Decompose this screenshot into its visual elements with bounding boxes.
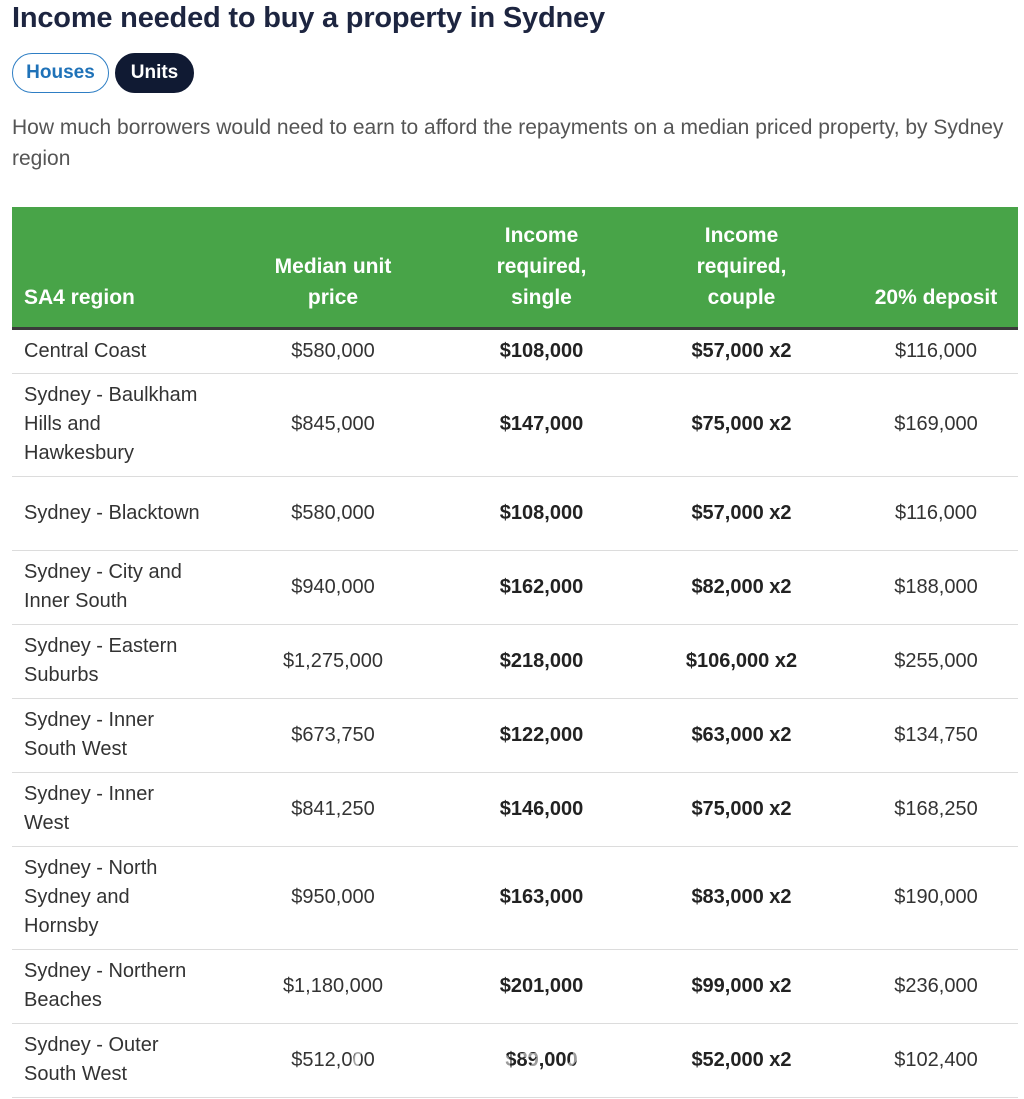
income-table: SA4 region Median unit price Income requ… xyxy=(12,207,1018,1098)
region-cell: Sydney - Outer South West xyxy=(12,1023,212,1098)
income-couple-cell: $99,000 x2 xyxy=(629,949,854,1024)
column-header-region: SA4 region xyxy=(12,207,212,330)
table-row: Central Coast $580,000 $108,000 $57,000 x2 $… xyxy=(12,328,1018,374)
income-couple-cell: $83,000 x2 xyxy=(629,846,854,950)
region-cell: Sydney - Inner South West xyxy=(12,698,212,773)
region-cell: Sydney - Northern Beaches xyxy=(12,949,212,1024)
region-cell: Sydney - City and Inner South xyxy=(12,550,212,625)
table-header-row: SA4 region Median unit price Income requ… xyxy=(12,207,1018,330)
deposit-cell: $168,250 xyxy=(854,772,1018,847)
income-single-cell: $147,000 xyxy=(454,373,629,477)
column-header-median-price: Median unit price xyxy=(212,207,454,330)
income-couple-cell: $75,000 x2 xyxy=(629,373,854,477)
table-row: Sydney - Inner West $841,250 $146,000 $75,0… xyxy=(12,772,1018,847)
income-single-cell: $108,000 xyxy=(454,328,629,374)
houses-tab[interactable]: Houses xyxy=(12,53,109,93)
income-couple-cell: $63,000 x2 xyxy=(629,698,854,773)
table-row: Sydney - Eastern Suburbs $1,275,000 $218,0… xyxy=(12,624,1018,699)
deposit-cell: $102,400 xyxy=(854,1023,1018,1098)
column-header-income-single: Income required, single xyxy=(454,207,629,330)
median-price-cell: $841,250 xyxy=(212,772,454,847)
deposit-cell: $116,000 xyxy=(854,476,1018,551)
deposit-cell: $116,000 xyxy=(854,328,1018,374)
income-single-cell: $89,000 xyxy=(454,1023,629,1098)
income-single-cell: $108,000 xyxy=(454,476,629,551)
deposit-cell: $134,750 xyxy=(854,698,1018,773)
income-couple-cell: $57,000 x2 xyxy=(629,328,854,374)
income-single-cell: $162,000 xyxy=(454,550,629,625)
table-row: Sydney - Baulkham Hills and Hawkesbury $8… xyxy=(12,373,1018,477)
income-single-cell: $218,000 xyxy=(454,624,629,699)
table-row: Sydney - City and Inner South $940,000 $16… xyxy=(12,550,1018,625)
income-couple-cell: $82,000 x2 xyxy=(629,550,854,625)
subtitle: How much borrowers would need to earn to… xyxy=(12,116,1004,170)
column-header-deposit: 20% deposit xyxy=(854,207,1018,330)
table-row: Sydney - North Sydney and Hornsby $950,00… xyxy=(12,846,1018,950)
income-couple-cell: $106,000 x2 xyxy=(629,624,854,699)
region-cell: Sydney - Inner West xyxy=(12,772,212,847)
income-single-cell: $122,000 xyxy=(454,698,629,773)
median-price-cell: $1,180,000 xyxy=(212,949,454,1024)
deposit-cell: $188,000 xyxy=(854,550,1018,625)
income-single-cell: $163,000 xyxy=(454,846,629,950)
column-header-income-couple: Income required, couple xyxy=(629,207,854,330)
median-price-cell: $940,000 xyxy=(212,550,454,625)
deposit-cell: $169,000 xyxy=(854,373,1018,477)
median-price-cell: $845,000 xyxy=(212,373,454,477)
region-cell: Sydney - North Sydney and Hornsby xyxy=(12,846,212,950)
income-couple-cell: $57,000 x2 xyxy=(629,476,854,551)
region-cell: Sydney - Eastern Suburbs xyxy=(12,624,212,699)
region-cell: Sydney - Baulkham Hills and Hawkesbury xyxy=(12,373,212,477)
median-price-cell: $673,750 xyxy=(212,698,454,773)
units-tab[interactable]: Units xyxy=(115,53,194,93)
income-couple-cell: $52,000 x2 xyxy=(629,1023,854,1098)
region-cell: Sydney - Blacktown xyxy=(12,476,212,551)
table-row: Sydney - Northern Beaches $1,180,000 $201,… xyxy=(12,949,1018,1024)
median-price-cell: $512,000 xyxy=(212,1023,454,1098)
table-row: Sydney - Blacktown $580,000 $108,000 $57,00… xyxy=(12,476,1018,551)
income-single-cell: $146,000 xyxy=(454,772,629,847)
deposit-cell: $236,000 xyxy=(854,949,1018,1024)
median-price-cell: $580,000 xyxy=(212,476,454,551)
income-couple-cell: $75,000 x2 xyxy=(629,772,854,847)
median-price-cell: $580,000 xyxy=(212,328,454,374)
deposit-cell: $255,000 xyxy=(854,624,1018,699)
table-row: Sydney - Inner South West $673,750 $122,00… xyxy=(12,698,1018,773)
page-title: Income needed to buy a property in Sydne… xyxy=(12,2,605,34)
median-price-cell: $1,275,000 xyxy=(212,624,454,699)
income-single-cell: $201,000 xyxy=(454,949,629,1024)
deposit-cell: $190,000 xyxy=(854,846,1018,950)
table-row: Sydney - Outer South West $512,000 $89,000… xyxy=(12,1023,1018,1098)
median-price-cell: $950,000 xyxy=(212,846,454,950)
region-cell: Central Coast xyxy=(12,328,212,374)
property-type-toggle: Houses Units xyxy=(12,53,194,93)
